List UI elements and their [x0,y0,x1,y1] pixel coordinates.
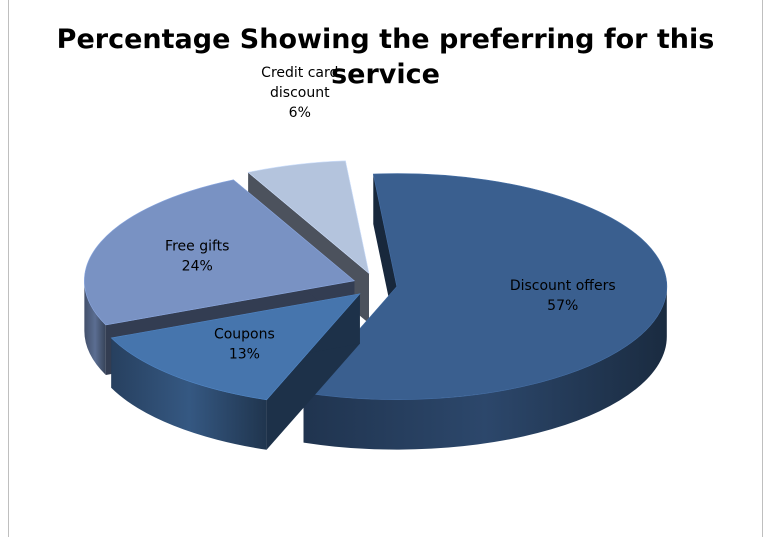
slice-name-label: discount [270,85,330,101]
slice-value-label: 57% [547,298,578,314]
slice-value-label: 24% [182,259,213,275]
slice-outer-wall [111,337,267,450]
slice-label-2: Free gifts 24% [165,239,229,275]
slice-name-label: Discount offers [510,278,616,294]
chart-title-line-1: Percentage Showing the preferring for th… [56,24,715,55]
slice-label-3: Credit card discount 6% [261,65,338,121]
slice-top [247,160,370,275]
slice-value-label: 6% [289,105,311,121]
chart-title-line-2: service [331,59,440,90]
slice-name-label: Coupons [214,326,275,342]
slice-top [84,179,356,326]
pie-slice-0 [302,173,668,450]
slice-outer-wall [303,286,667,450]
slice-name-label: Credit card [261,65,338,81]
pie-slice-1 [110,293,361,450]
slice-label-1: Coupons 13% [214,326,275,362]
slice-top [302,173,668,400]
slice-top [110,293,361,401]
slice-outer-wall [84,280,106,375]
slice-label-0: Discount offers 57% [510,278,616,314]
chart-title: Percentage Showing the preferring for th… [9,22,762,92]
slice-name-label: Free gifts [165,239,229,255]
slice-value-label: 13% [229,346,260,362]
